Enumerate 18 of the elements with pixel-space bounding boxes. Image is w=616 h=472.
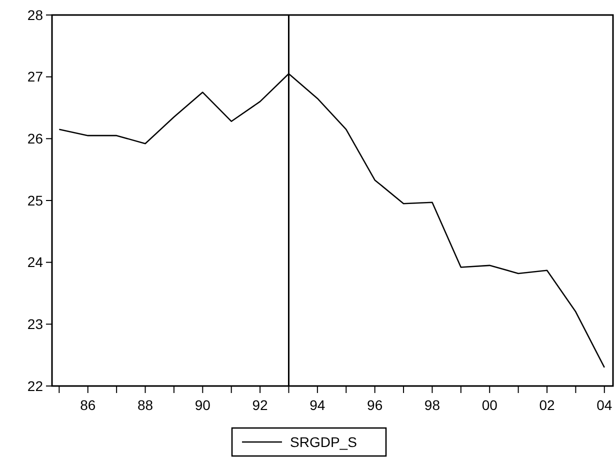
x-tick-label: 00 bbox=[482, 397, 498, 413]
x-tick-label: 98 bbox=[424, 397, 440, 413]
x-tick-label: 96 bbox=[367, 397, 383, 413]
y-tick-label: 24 bbox=[27, 254, 44, 270]
legend-label: SRGDP_S bbox=[290, 434, 357, 450]
x-tick-label: 04 bbox=[596, 397, 612, 413]
x-tick-label: 94 bbox=[310, 397, 326, 413]
y-tick-label: 26 bbox=[27, 130, 44, 147]
x-tick-label: 86 bbox=[80, 397, 96, 413]
y-tick-label: 25 bbox=[27, 192, 44, 208]
y-tick-label: 27 bbox=[27, 68, 44, 85]
y-tick-label: 28 bbox=[27, 6, 44, 23]
x-tick-label: 02 bbox=[539, 397, 555, 413]
y-tick-label: 22 bbox=[27, 378, 44, 394]
x-tick-label: 92 bbox=[252, 397, 268, 413]
x-tick-label: 90 bbox=[194, 397, 211, 413]
x-tick-label: 88 bbox=[137, 397, 154, 413]
y-tick-label: 23 bbox=[27, 316, 44, 332]
